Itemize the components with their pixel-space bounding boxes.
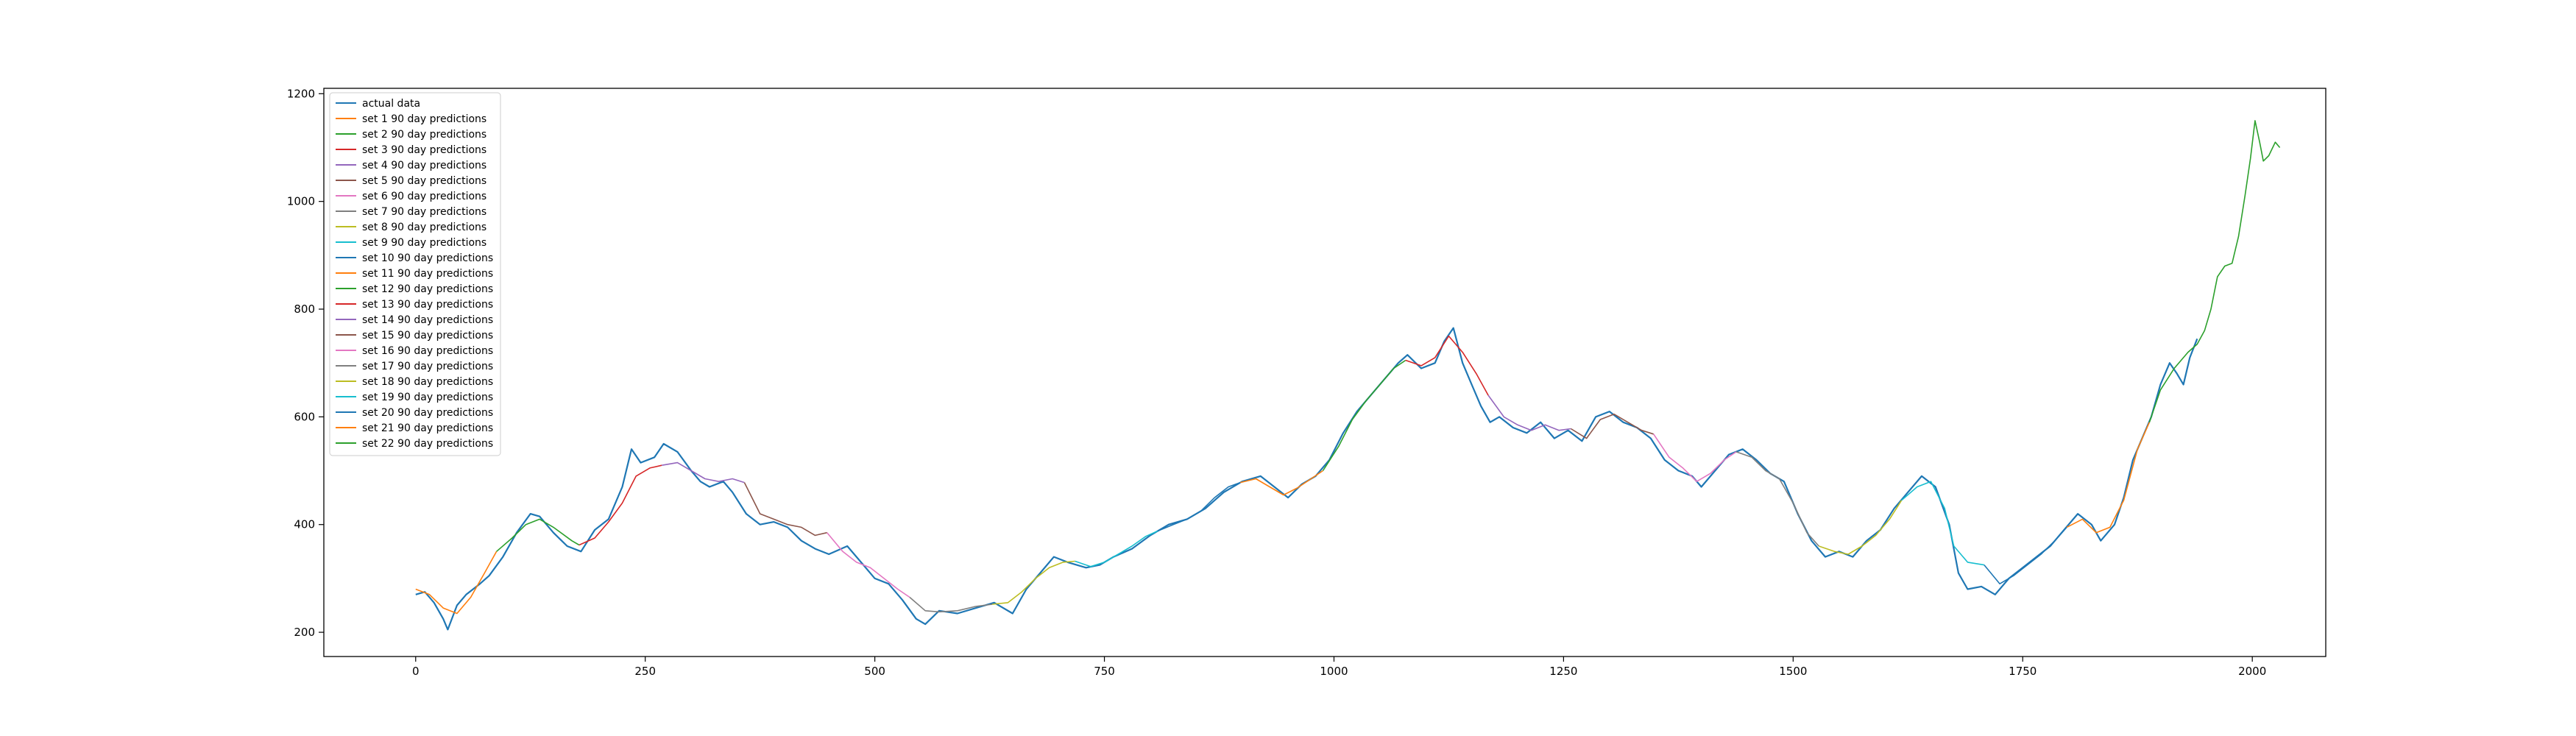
- legend-label: set 7 90 day predictions: [362, 206, 486, 218]
- series-set-8-predictions: [992, 560, 1075, 605]
- series-set-2-predictions: [496, 518, 580, 552]
- legend-label: set 1 90 day predictions: [362, 113, 486, 125]
- y-tick-label: 400: [294, 518, 315, 531]
- series-set-16-predictions: [1653, 434, 1737, 483]
- legend-label: set 10 90 day predictions: [362, 252, 493, 264]
- legend-label: set 9 90 day predictions: [362, 237, 486, 249]
- legend-label: set 8 90 day predictions: [362, 222, 486, 233]
- legend-label: actual data: [362, 98, 420, 110]
- x-tick-label: 2000: [2238, 665, 2266, 678]
- legend-label: set 4 90 day predictions: [362, 160, 486, 171]
- series-set-17-predictions: [1735, 451, 1819, 547]
- y-tick-label: 600: [294, 410, 315, 423]
- series-set-7-predictions: [909, 596, 993, 613]
- legend-label: set 2 90 day predictions: [362, 129, 486, 141]
- series-layer: [415, 120, 2281, 631]
- legend-label: set 16 90 day predictions: [362, 345, 493, 357]
- axes-layer: [323, 88, 2326, 657]
- y-tick-label: 1000: [287, 195, 315, 208]
- y-tick-label: 200: [294, 626, 315, 639]
- legend-label: set 17 90 day predictions: [362, 361, 493, 372]
- x-tick-label: 1750: [2009, 665, 2037, 678]
- y-tick-label: 1200: [287, 87, 315, 100]
- legend-label: set 13 90 day predictions: [362, 299, 493, 311]
- series-set-13-predictions: [1405, 335, 1489, 396]
- legend-label: set 11 90 day predictions: [362, 268, 493, 280]
- series-actual-data: [415, 327, 2198, 631]
- series-set-5-predictions: [743, 482, 827, 537]
- legend-label: set 19 90 day predictions: [362, 392, 493, 403]
- series-set-19-predictions: [1901, 481, 1985, 566]
- legend-label: set 12 90 day predictions: [362, 283, 493, 295]
- tick-layer: 0 250 500 750 1000 1250 1500 1750 2000 200 400 600 8…: [287, 87, 2266, 678]
- series-set-18-predictions: [1819, 500, 1903, 555]
- x-tick-label: 0: [412, 665, 420, 678]
- legend-label: set 22 90 day predictions: [362, 438, 493, 450]
- legend-box: [329, 92, 501, 456]
- y-tick-label: 800: [294, 302, 315, 316]
- legend-label: set 21 90 day predictions: [362, 422, 493, 434]
- series-set-11-predictions: [1240, 470, 1323, 496]
- series-set-1-predictions: [415, 551, 498, 615]
- series-set-15-predictions: [1570, 413, 1654, 439]
- x-tick-label: 1500: [1779, 665, 1807, 678]
- x-tick-label: 1000: [1320, 665, 1348, 678]
- series-set-14-predictions: [1487, 394, 1571, 431]
- series-set-21-predictions: [2066, 422, 2151, 534]
- legend-label: set 5 90 day predictions: [362, 175, 486, 187]
- legend-label: set 20 90 day predictions: [362, 407, 493, 419]
- legend: actual data set 1 90 day predictions set 2…: [329, 92, 501, 456]
- legend-label: set 14 90 day predictions: [362, 314, 493, 326]
- series-set-3-predictions: [578, 464, 662, 546]
- series-set-9-predictions: [1075, 530, 1158, 567]
- series-set-6-predictions: [827, 532, 910, 598]
- legend-label: set 3 90 day predictions: [362, 144, 486, 156]
- series-set-22-predictions: [2148, 120, 2281, 422]
- plot-frame: [323, 88, 2326, 657]
- x-tick-label: 250: [634, 665, 656, 678]
- x-tick-label: 500: [864, 665, 885, 678]
- series-set-12-predictions: [1322, 359, 1406, 471]
- legend-label: set 15 90 day predictions: [362, 330, 493, 342]
- x-tick-label: 1250: [1549, 665, 1577, 678]
- series-set-20-predictions: [1984, 526, 2067, 585]
- series-set-10-predictions: [1157, 481, 1241, 532]
- legend-label: set 18 90 day predictions: [362, 376, 493, 388]
- legend-label: set 6 90 day predictions: [362, 191, 486, 202]
- series-set-4-predictions: [662, 461, 745, 484]
- x-tick-label: 750: [1094, 665, 1115, 678]
